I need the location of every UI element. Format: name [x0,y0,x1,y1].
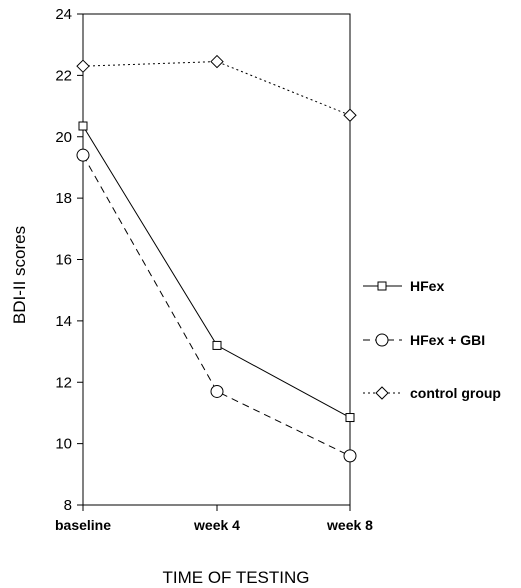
plot-area [82,13,351,506]
x-axis-title: TIME OF TESTING [162,568,309,587]
x-tick-label: baseline [55,517,111,533]
y-tick-label: 18 [55,190,72,207]
legend-item: HFex [363,278,444,294]
legend-marker-diamond [375,386,389,400]
data-point-square [212,340,222,350]
data-point-square [78,121,88,131]
x-axis: baseline week 4 week 8 [55,505,373,533]
y-axis: 8 10 12 14 16 18 20 22 24 [55,6,83,514]
plot-border [82,13,351,506]
legend-item: HFex + GBI [363,332,485,348]
y-tick-label: 20 [55,129,72,146]
legend: HFex HFex + GBI control group [363,278,501,401]
data-point-circle [343,449,357,463]
data-point-circle [76,148,90,162]
y-tick-label: 16 [55,252,72,269]
y-tick-label: 24 [55,6,72,23]
legend-marker-circle [375,333,389,347]
series-control-group [76,54,357,122]
y-tick-label: 14 [55,313,72,330]
y-axis-title: BDI-II scores [10,226,29,324]
legend-item: control group [363,385,501,401]
data-point-diamond [343,108,357,122]
y-tick-label: 8 [64,497,72,514]
data-point-square [345,413,355,423]
data-point-diamond [76,59,90,73]
y-tick-label: 10 [55,436,72,453]
y-tick-label: 12 [55,374,72,391]
series-layer [76,54,357,463]
legend-label: HFex + GBI [410,332,485,348]
x-tick-label: week 8 [326,517,373,533]
legend-marker-square [377,281,387,291]
data-point-diamond [210,54,224,69]
series-hfex [78,121,355,423]
x-tick-label: week 4 [193,517,240,533]
y-tick-label: 22 [55,67,72,84]
series-line [82,61,351,116]
data-point-circle [210,384,224,398]
legend-label: control group [410,385,501,401]
legend-label: HFex [410,278,444,294]
series-hfex-gbi [76,148,357,463]
series-line [82,125,351,418]
series-line [82,154,351,457]
